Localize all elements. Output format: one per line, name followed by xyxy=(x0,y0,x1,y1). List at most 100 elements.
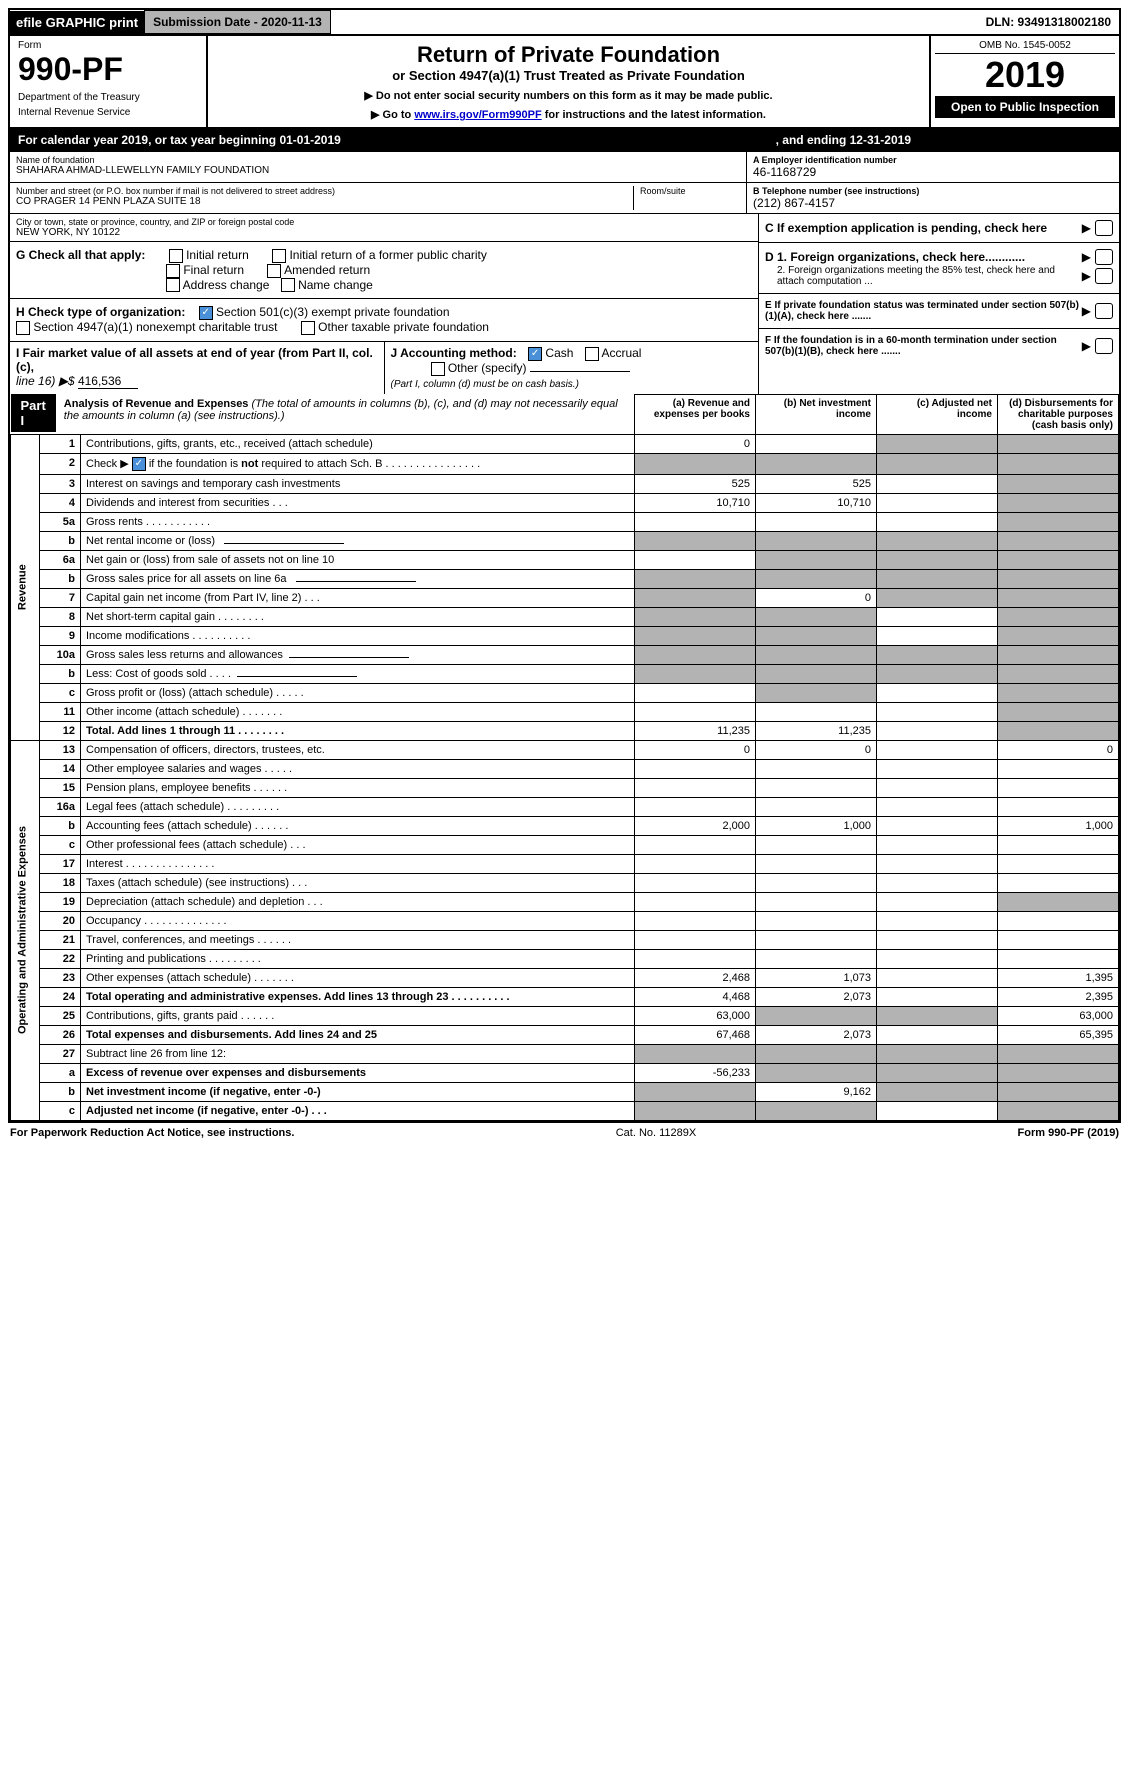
table-row: 19Depreciation (attach schedule) and dep… xyxy=(11,892,1119,911)
footer-right: Form 990-PF (2019) xyxy=(1018,1127,1119,1139)
g-opt-0: Initial return xyxy=(186,248,249,262)
j-label: J Accounting method: xyxy=(391,346,517,360)
check-f[interactable] xyxy=(1095,338,1113,354)
check-final[interactable] xyxy=(166,264,180,278)
g-opt-2: Final return xyxy=(183,263,244,277)
table-row: 9Income modifications . . . . . . . . . … xyxy=(11,626,1119,645)
ein-value: 46-1168729 xyxy=(753,165,1113,179)
table-row: 26Total expenses and disbursements. Add … xyxy=(11,1025,1119,1044)
city-value: NEW YORK, NY 10122 xyxy=(16,227,752,238)
check-e[interactable] xyxy=(1095,303,1113,319)
g-label: G Check all that apply: xyxy=(16,248,145,262)
f-label: F If the foundation is in a 60-month ter… xyxy=(765,335,1082,357)
table-row: 18Taxes (attach schedule) (see instructi… xyxy=(11,873,1119,892)
check-4947[interactable] xyxy=(16,321,30,335)
table-row: Operating and Administrative Expenses13C… xyxy=(11,740,1119,759)
form-subtitle: or Section 4947(a)(1) Trust Treated as P… xyxy=(220,68,917,83)
i-line16: line 16) ▶$ xyxy=(16,374,78,388)
cal-year-text: For calendar year 2019, or tax year begi… xyxy=(18,133,341,147)
check-other-method[interactable] xyxy=(431,362,445,376)
check-address[interactable] xyxy=(166,278,180,292)
check-amended[interactable] xyxy=(267,264,281,278)
g-opt-4: Address change xyxy=(183,278,270,292)
table-row: bNet investment income (if negative, ent… xyxy=(11,1082,1119,1101)
header-center: Return of Private Foundation or Section … xyxy=(208,36,929,127)
header-left: Form 990-PF Department of the Treasury I… xyxy=(10,36,208,127)
table-row: 20Occupancy . . . . . . . . . . . . . . xyxy=(11,911,1119,930)
part1-label: Part I xyxy=(11,394,56,432)
table-row: 14Other employee salaries and wages . . … xyxy=(11,759,1119,778)
check-d1[interactable] xyxy=(1095,249,1113,265)
phone-cell: B Telephone number (see instructions) (2… xyxy=(747,183,1119,213)
check-name[interactable] xyxy=(281,278,295,292)
ein-cell: A Employer identification number 46-1168… xyxy=(747,152,1119,182)
check-cash[interactable]: ✓ xyxy=(528,347,542,361)
table-row: bNet rental income or (loss) xyxy=(11,531,1119,550)
omb-number: OMB No. 1545-0052 xyxy=(935,40,1115,54)
table-row: bGross sales price for all assets on lin… xyxy=(11,569,1119,588)
table-row: 24Total operating and administrative exp… xyxy=(11,987,1119,1006)
note-link: ▶ Go to www.irs.gov/Form990PF for instru… xyxy=(220,108,917,121)
form-header: Form 990-PF Department of the Treasury I… xyxy=(10,36,1119,129)
footer-center: Cat. No. 11289X xyxy=(616,1127,697,1139)
check-initial-former[interactable] xyxy=(272,249,286,263)
foundation-name-cell: Name of foundation SHAHARA AHMAD-LLEWELL… xyxy=(10,152,747,182)
table-row: 4Dividends and interest from securities … xyxy=(11,493,1119,512)
addr-phone-row: Number and street (or P.O. box number if… xyxy=(10,183,1119,214)
room-label: Room/suite xyxy=(640,186,740,196)
table-row: 22Printing and publications . . . . . . … xyxy=(11,949,1119,968)
g-opt-5: Name change xyxy=(298,278,373,292)
note2-post: for instructions and the latest informat… xyxy=(542,109,766,121)
check-other-taxable[interactable] xyxy=(301,321,315,335)
table-row: 21Travel, conferences, and meetings . . … xyxy=(11,930,1119,949)
i-value: 416,536 xyxy=(78,374,138,389)
section-label: Operating and Administrative Expenses xyxy=(11,740,40,1120)
h-opt-2: Section 4947(a)(1) nonexempt charitable … xyxy=(33,320,277,334)
addr-label: Number and street (or P.O. box number if… xyxy=(16,186,633,196)
table-row: 2Check ▶ ✓ if the foundation is not requ… xyxy=(11,453,1119,474)
j-note: (Part I, column (d) must be on cash basi… xyxy=(391,379,579,390)
h-opt-3: Other taxable private foundation xyxy=(318,320,489,334)
table-row: 10aGross sales less returns and allowanc… xyxy=(11,645,1119,664)
address: CO PRAGER 14 PENN PLAZA SUITE 18 xyxy=(16,196,633,207)
table-row: 3Interest on savings and temporary cash … xyxy=(11,474,1119,493)
dln-label: DLN: 93491318002180 xyxy=(978,11,1119,33)
d1-label: D 1. Foreign organizations, check here..… xyxy=(765,250,1082,264)
j-other: Other (specify) xyxy=(448,361,527,375)
h-label: H Check type of organization: xyxy=(16,305,185,319)
check-d2[interactable] xyxy=(1095,268,1113,284)
col-c-header: (c) Adjusted net income xyxy=(877,394,998,434)
name-ein-row: Name of foundation SHAHARA AHMAD-LLEWELL… xyxy=(10,152,1119,183)
irs-link[interactable]: www.irs.gov/Form990PF xyxy=(414,109,541,121)
table-row: 25Contributions, gifts, grants paid . . … xyxy=(11,1006,1119,1025)
check-c[interactable] xyxy=(1095,220,1113,236)
j-accrual: Accrual xyxy=(601,346,641,360)
table-row: 8Net short-term capital gain . . . . . .… xyxy=(11,607,1119,626)
table-row: 7Capital gain net income (from Part IV, … xyxy=(11,588,1119,607)
table-row: 11Other income (attach schedule) . . . .… xyxy=(11,702,1119,721)
part1-title-bold: Analysis of Revenue and Expenses xyxy=(64,398,249,410)
open-public: Open to Public Inspection xyxy=(935,96,1115,118)
h-opt-1: Section 501(c)(3) exempt private foundat… xyxy=(216,305,449,319)
table-row: bAccounting fees (attach schedule) . . .… xyxy=(11,816,1119,835)
check-initial[interactable] xyxy=(169,249,183,263)
c-label: C If exemption application is pending, c… xyxy=(765,221,1082,235)
footer-left: For Paperwork Reduction Act Notice, see … xyxy=(10,1127,294,1139)
check-accrual[interactable] xyxy=(585,347,599,361)
form-title: Return of Private Foundation xyxy=(220,42,917,68)
header-right: OMB No. 1545-0052 2019 Open to Public In… xyxy=(929,36,1119,127)
name-label: Name of foundation xyxy=(16,155,740,165)
form-label: Form xyxy=(18,40,198,51)
footer: For Paperwork Reduction Act Notice, see … xyxy=(8,1123,1121,1143)
check-501c3[interactable]: ✓ xyxy=(199,306,213,320)
address-cell: Number and street (or P.O. box number if… xyxy=(10,183,747,213)
efile-button[interactable]: efile GRAPHIC print xyxy=(10,11,144,34)
city-exemption-row: City or town, state or province, country… xyxy=(10,214,1119,394)
part1-title: Analysis of Revenue and Expenses (The to… xyxy=(56,394,634,426)
table-row: bLess: Cost of goods sold . . . . xyxy=(11,664,1119,683)
calendar-year-row: For calendar year 2019, or tax year begi… xyxy=(10,129,1119,152)
phone-value: (212) 867-4157 xyxy=(753,196,1113,210)
note-ssn: ▶ Do not enter social security numbers o… xyxy=(220,89,917,102)
d2-label: 2. Foreign organizations meeting the 85%… xyxy=(765,265,1082,287)
table-row: aExcess of revenue over expenses and dis… xyxy=(11,1063,1119,1082)
